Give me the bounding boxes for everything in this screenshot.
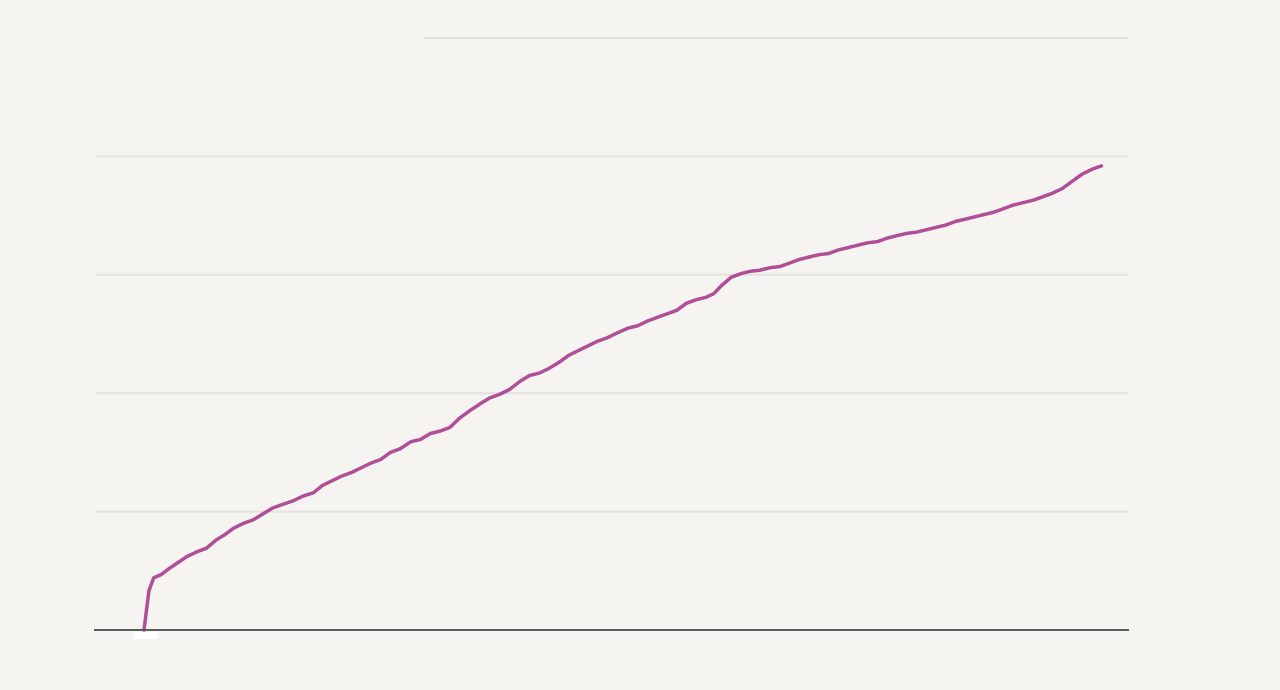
series-line-0 (142, 164, 1104, 632)
series-group (142, 164, 1104, 632)
gridlines (96, 37, 1128, 513)
x-axis (94, 629, 1129, 639)
start-marker (133, 632, 158, 639)
